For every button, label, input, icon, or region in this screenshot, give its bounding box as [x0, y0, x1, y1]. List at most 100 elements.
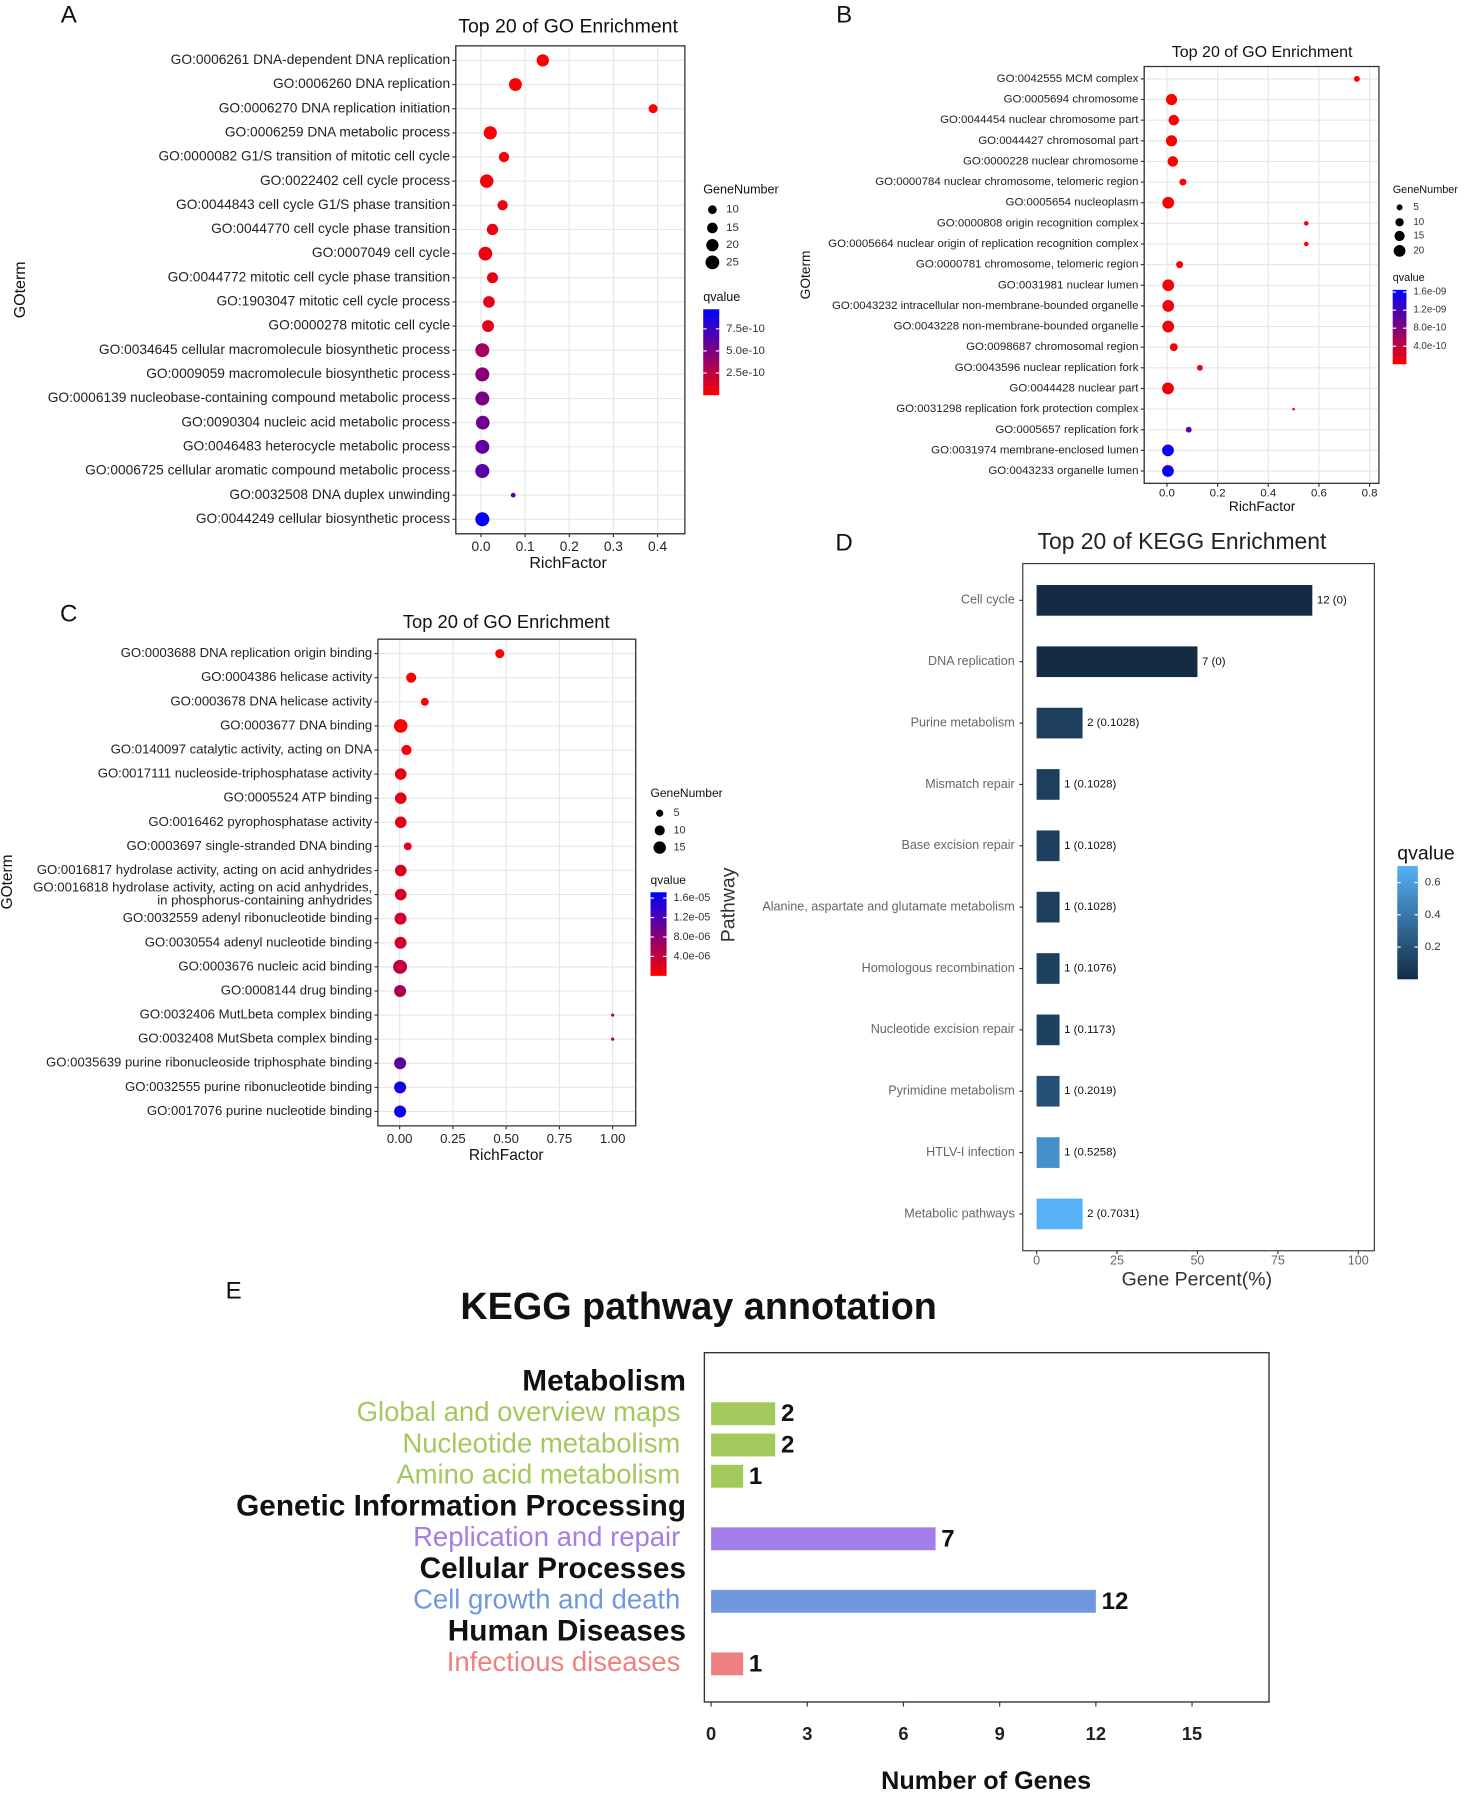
- category-label: Nucleotide metabolism: [402, 1427, 680, 1458]
- bar: [711, 1433, 776, 1457]
- y-tick-label: GO:0016818 hydrolase activity, acting on…: [33, 879, 372, 894]
- y-tick-label: GO:0006139 nucleobase-containing compoun…: [48, 390, 451, 405]
- y-tick-label: GO:0032408 MutSbeta complex binding: [138, 1031, 372, 1046]
- y-tick-label: GO:0030554 adenyl nucleotide binding: [145, 934, 373, 949]
- dot: [475, 391, 490, 406]
- y-tick-label: Cell cycle: [961, 593, 1015, 607]
- dot: [403, 842, 412, 851]
- x-tick-label: 0.00: [387, 1131, 413, 1146]
- legend-label: 10: [726, 204, 739, 216]
- x-tick-label: 0.3: [604, 539, 623, 554]
- y-tick-label: Metabolic pathways: [904, 1206, 1014, 1220]
- y-tick-label: GO:0005654 nucleoplasm: [1006, 197, 1139, 209]
- x-axis-label: RichFactor: [469, 1147, 544, 1164]
- dot: [394, 888, 407, 901]
- dot: [475, 367, 490, 382]
- y-tick-label: GO:0006259 DNA metabolic process: [225, 124, 450, 139]
- dot: [394, 864, 407, 877]
- dot: [486, 272, 498, 284]
- dot: [479, 174, 494, 188]
- y-tick-label: Purine metabolism: [911, 715, 1015, 729]
- dot: [1162, 300, 1175, 312]
- dot: [393, 719, 408, 733]
- chart-title: Top 20 of GO Enrichment: [1172, 43, 1353, 61]
- y-tick-label: GO:0006270 DNA replication initiation: [219, 100, 450, 115]
- y-tick-label: GO:0003677 DNA binding: [220, 717, 372, 732]
- legend-dot: [1395, 218, 1404, 227]
- bar: [1036, 1014, 1060, 1046]
- x-axis-label: Gene Percent(%): [1122, 1269, 1272, 1291]
- y-tick-label: GO:0031981 nuclear lumen: [998, 279, 1139, 291]
- panel-label: B: [836, 1, 852, 28]
- dot: [1303, 221, 1309, 226]
- chart-title: Top 20 of GO Enrichment: [458, 16, 678, 38]
- plot-area: [377, 638, 637, 1127]
- y-tick-label: GO:0005524 ATP binding: [223, 790, 372, 805]
- y-axis-label: GOterm: [798, 251, 813, 300]
- colorbar-tick-label: 1.2e-09: [1413, 305, 1446, 316]
- y-tick-label: GO:0022402 cell cycle process: [260, 173, 450, 188]
- y-tick-label: GO:0044428 nuclear part: [1009, 382, 1139, 394]
- y-tick-label: GO:1903047 mitotic cell cycle process: [217, 294, 451, 309]
- y-tick-label: GO:0031298 replication fork protection c…: [896, 403, 1139, 415]
- bar: [1036, 953, 1060, 984]
- y-tick-label: GO:0000784 nuclear chromosome, telomeric…: [875, 176, 1138, 188]
- bar-value-label: 1: [749, 1650, 762, 1677]
- y-tick-label: GO:0000781 chromosome, telomeric region: [916, 259, 1139, 271]
- legend-dot: [1394, 230, 1405, 242]
- dot: [1162, 465, 1174, 477]
- dot: [1353, 75, 1360, 82]
- bar: [1036, 769, 1060, 800]
- bar: [711, 1652, 744, 1676]
- y-tick-label: GO:0032555 purine ribonucleotide binding: [125, 1079, 372, 1094]
- dot: [475, 512, 490, 527]
- y-tick-label: GO:0003676 nucleic acid binding: [178, 958, 372, 973]
- plot-area: [1022, 562, 1375, 1252]
- y-tick-label: GO:0043233 organelle lumen: [988, 465, 1138, 477]
- y-tick-label: GO:0043596 nuclear replication fork: [955, 362, 1139, 374]
- x-tick-label: 0.0: [1159, 488, 1175, 500]
- y-tick-label: Pyrimidine metabolism: [888, 1084, 1015, 1098]
- x-tick-label: 0.1: [516, 539, 535, 554]
- dot: [611, 1037, 615, 1041]
- dot: [1185, 426, 1192, 433]
- bar-label: 2 (0.1028): [1087, 717, 1139, 729]
- bar: [1036, 1137, 1060, 1168]
- group-label: Metabolism: [522, 1364, 686, 1397]
- y-tick-label: GO:0043232 intracellular non-membrane-bo…: [832, 300, 1138, 312]
- colorbar: [1392, 289, 1407, 365]
- y-tick-label: GO:0003688 DNA replication origin bindin…: [121, 645, 373, 660]
- panel-label: A: [61, 1, 77, 28]
- dot: [1303, 241, 1309, 247]
- colorbar: [650, 892, 667, 976]
- legend-dot: [656, 809, 664, 817]
- x-axis-label: RichFactor: [529, 554, 607, 572]
- dot: [1162, 279, 1175, 292]
- dot: [478, 246, 493, 261]
- plot-area: [455, 45, 686, 535]
- x-tick-label: 0: [1033, 1253, 1040, 1267]
- dot: [611, 1013, 615, 1017]
- plot-border: [1143, 65, 1380, 484]
- dot: [495, 649, 505, 659]
- y-tick-label: GO:0046483 heterocycle metabolic process: [183, 438, 450, 453]
- x-tick-label: 3: [802, 1723, 812, 1744]
- x-tick-label: 0.4: [1260, 488, 1277, 500]
- colorbar-tick-label: 7.5e-10: [726, 323, 765, 335]
- bar-label: 1 (0.1028): [1064, 901, 1116, 913]
- x-tick-label: 0.25: [440, 1131, 466, 1146]
- bar: [1036, 1075, 1060, 1107]
- dot: [394, 1105, 407, 1118]
- y-tick-label: Alanine, aspartate and glutamate metabol…: [762, 899, 1014, 913]
- chart-title: Top 20 of GO Enrichment: [403, 611, 610, 632]
- bar-label: 1 (0.2019): [1064, 1085, 1116, 1097]
- legend-label: 10: [673, 824, 685, 836]
- bar: [711, 1589, 1096, 1613]
- bar: [1036, 646, 1198, 678]
- colorbar-tick-label: 8.0e-06: [673, 931, 710, 943]
- x-tick-label: 25: [1110, 1253, 1124, 1267]
- dot: [1162, 196, 1175, 209]
- colorbar-tick-label: 1.6e-09: [1413, 287, 1446, 298]
- y-tick-label: GO:0003697 single-stranded DNA binding: [126, 838, 372, 853]
- dot: [1169, 343, 1178, 352]
